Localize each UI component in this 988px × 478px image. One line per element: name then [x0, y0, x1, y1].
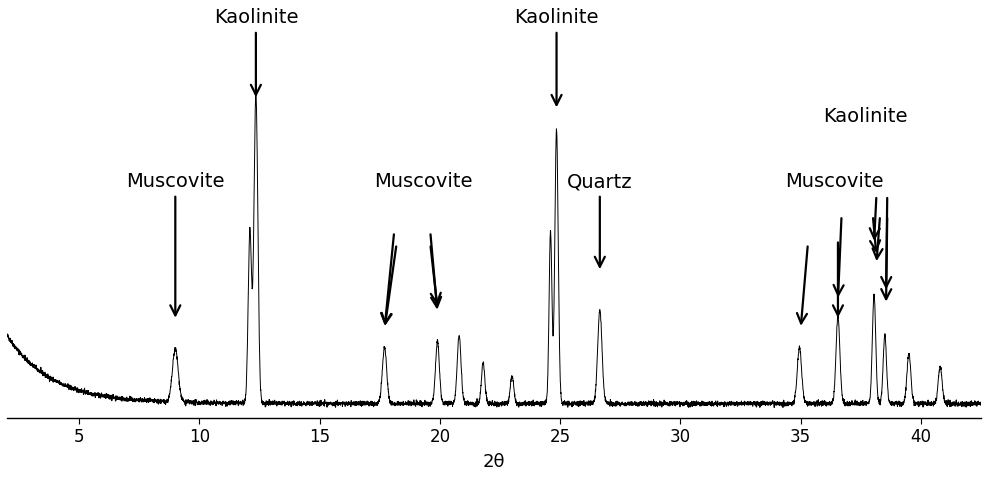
- Text: Kaolinite: Kaolinite: [213, 8, 298, 95]
- Text: Quartz: Quartz: [567, 172, 632, 267]
- Text: Muscovite: Muscovite: [373, 172, 472, 191]
- Text: Kaolinite: Kaolinite: [823, 108, 908, 126]
- Text: Muscovite: Muscovite: [126, 172, 224, 315]
- X-axis label: 2θ: 2θ: [483, 453, 505, 471]
- Text: Muscovite: Muscovite: [785, 172, 883, 191]
- Text: Kaolinite: Kaolinite: [515, 8, 599, 105]
